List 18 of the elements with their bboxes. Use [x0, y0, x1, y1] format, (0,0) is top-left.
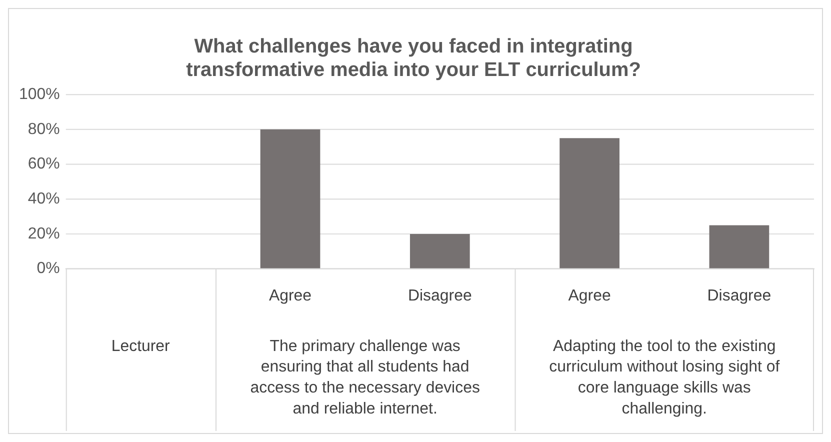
x-tick-label: Disagree: [408, 288, 472, 305]
x-tick-label: Agree: [568, 288, 611, 305]
y-tick-label: 100%: [18, 86, 60, 103]
y-tick-label: 40%: [28, 190, 60, 208]
bar: [260, 129, 320, 268]
y-tick-label: 60%: [28, 156, 60, 173]
bar: [410, 234, 470, 268]
text: The primary challenge was ensuring that all students had access to the necessary devices and reliable internet.: [250, 338, 480, 418]
bar: [560, 138, 620, 268]
bar: [709, 225, 770, 268]
text: Lecturer: [111, 338, 171, 355]
y-tick-label: 0%: [36, 260, 60, 278]
text: Adapting the tool to the existing curriculum without losing sight of core language skills was challenging.: [549, 338, 780, 418]
y-tick-label: 80%: [28, 120, 60, 138]
y-tick-label: 20%: [28, 225, 60, 242]
x-tick-label: Agree: [268, 288, 312, 305]
chart-title: What challenges have you faced in integrating transformative media into your ELT curriculum?: [186, 35, 641, 82]
x-tick-label: Disagree: [707, 288, 772, 305]
